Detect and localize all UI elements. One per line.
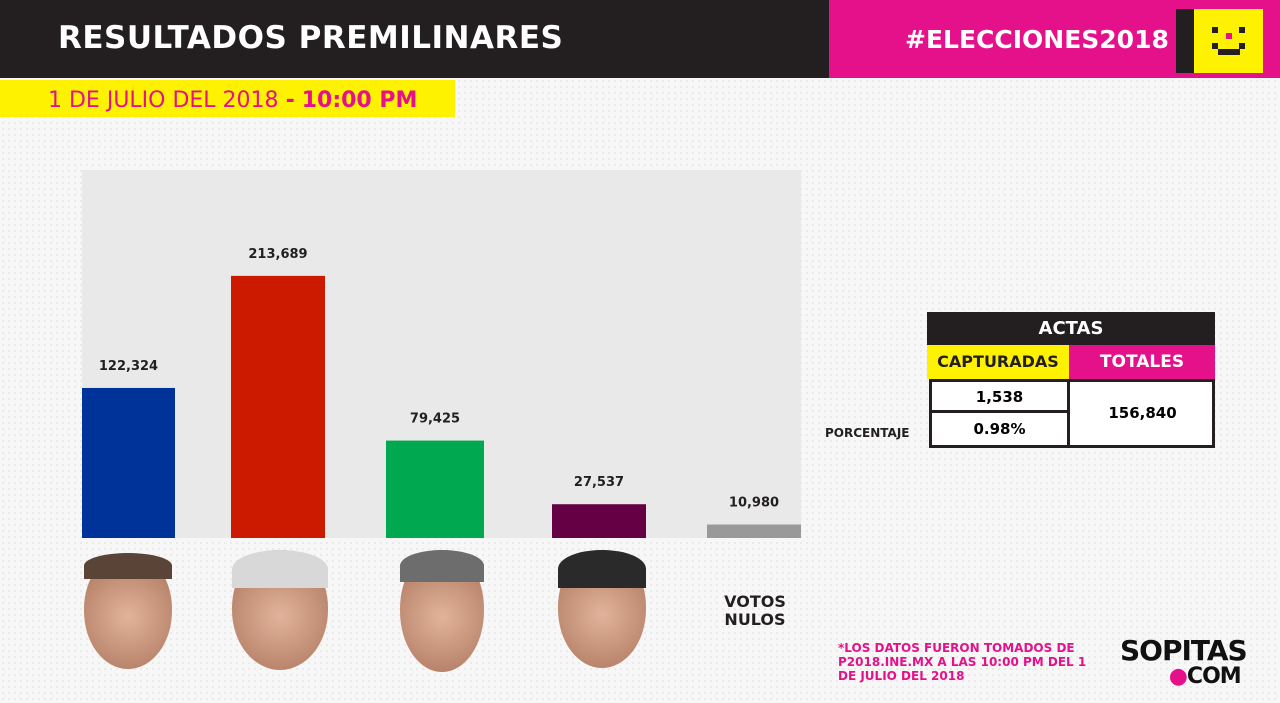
logo-dot-icon: ●: [1168, 664, 1188, 689]
date: 1 DE JULIO DEL 2018: [48, 88, 279, 113]
porcentaje-value: 0.98%: [932, 413, 1070, 445]
separator: -: [285, 88, 295, 113]
page-title: RESULTADOS PREMILINARES: [58, 20, 564, 56]
data-label: 10,980: [729, 496, 779, 511]
totales-value: 156,840: [1108, 404, 1177, 422]
hashtag: #ELECCIONES2018: [905, 25, 1169, 54]
porcentaje-label: PORCENTAJE: [825, 426, 910, 440]
data-label: 79,425: [410, 412, 460, 427]
capturadas-value: 1,538: [932, 382, 1070, 413]
data-label: 213,689: [248, 247, 307, 262]
actas-title: ACTAS: [927, 312, 1215, 345]
smiley-logo-icon: [1176, 9, 1263, 73]
data-label: 122,324: [99, 359, 158, 374]
date-banner: 1 DE JULIO DEL 2018 - 10:00 PM: [0, 80, 455, 117]
actas-table: ACTAS CAPTURADAS TOTALES: [927, 312, 1215, 379]
header-bar: RESULTADOS PREMILINARES: [0, 0, 829, 78]
logo-main: SOPITAS: [1120, 634, 1248, 667]
logo-com: COM: [1186, 664, 1242, 689]
bar-candidate-3: [386, 440, 484, 538]
bar-candidate-2: [231, 275, 325, 538]
candidate-4-photo: [558, 550, 646, 668]
candidate-2-photo: [232, 550, 328, 670]
time: 10:00 PM: [301, 88, 418, 113]
sopitas-logo: SOPITAS ●COM: [1120, 637, 1248, 690]
candidate-3-photo: [400, 550, 484, 672]
totales-header: TOTALES: [1069, 345, 1215, 379]
source-note: *LOS DATOS FUERON TOMADOS DE P2018.INE.M…: [838, 641, 1087, 683]
votos-nulos-label: VOTOS NULOS: [724, 592, 786, 629]
capturadas-header: CAPTURADAS: [927, 345, 1069, 379]
bar-candidate-4: [552, 504, 646, 538]
candidate-1-photo: [84, 553, 172, 669]
data-label: 27,537: [574, 475, 624, 490]
bar-candidate-1: [82, 387, 175, 538]
actas-values: 1,538 0.98% 156,840: [929, 379, 1215, 448]
bar-votos-nulos: [707, 524, 801, 538]
